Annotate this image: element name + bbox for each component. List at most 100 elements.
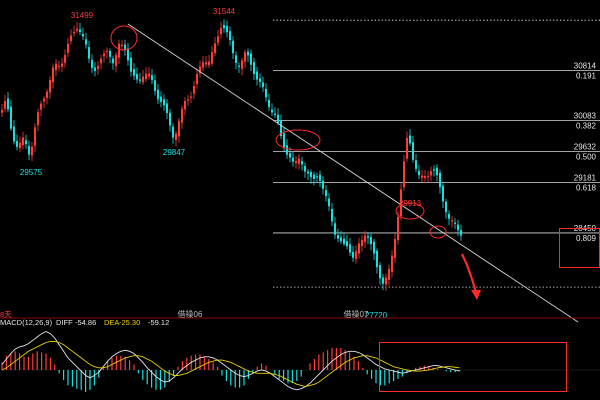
candle-body: [346, 241, 348, 247]
candle-body: [7, 98, 9, 110]
candle-body: [298, 158, 300, 164]
fib-ratio-label: 0.382: [576, 122, 597, 131]
candle-body: [301, 161, 303, 165]
candle-body: [145, 73, 147, 80]
peak-circle: [110, 25, 138, 51]
candle-body: [157, 89, 159, 100]
fib-ratio-label: 0.809: [576, 234, 597, 243]
candle-body: [244, 52, 246, 62]
candle-body: [121, 44, 123, 46]
candle-body: [235, 55, 237, 63]
candle-body: [355, 251, 357, 259]
candle-body: [208, 61, 210, 66]
candle-body: [31, 146, 33, 156]
low-price-label: 29575: [20, 168, 43, 177]
candle-body: [142, 76, 144, 83]
candle-body: [391, 255, 393, 272]
annotations: [110, 25, 481, 300]
candle-body: [76, 28, 78, 31]
candle-body: [241, 60, 243, 69]
breakdown-circle: [275, 129, 321, 151]
candle-body: [112, 58, 114, 64]
candle-body: [319, 174, 321, 181]
candle-body: [82, 33, 84, 37]
candle-body: [97, 65, 99, 70]
candle-body: [412, 142, 414, 160]
candle-body: [175, 133, 177, 140]
candle-body: [454, 222, 456, 224]
fib-ratio-label: 0.191: [576, 71, 597, 80]
candle-body: [19, 142, 21, 149]
candle-body: [139, 79, 141, 81]
candle-body: [94, 67, 96, 71]
candle-body: [37, 112, 39, 126]
candle-body: [109, 50, 111, 57]
date-marker-label: 借操07: [344, 309, 369, 319]
candle-body: [376, 250, 378, 268]
candle-body: [325, 190, 327, 197]
candle-body: [25, 140, 27, 144]
candle-body: [190, 96, 192, 98]
candle-body: [442, 185, 444, 202]
candle-body: [430, 171, 432, 176]
fib-price-label: 30814: [574, 61, 597, 70]
candle-body: [118, 43, 120, 58]
candle-body: [382, 277, 384, 284]
candle-body: [316, 176, 318, 178]
candle-body: [79, 29, 81, 32]
candle-body: [28, 145, 30, 155]
candle-body: [292, 157, 294, 162]
candlesticks: [1, 19, 462, 291]
candle-body: [229, 31, 231, 41]
candle-body: [424, 175, 426, 179]
candle-body: [52, 67, 54, 83]
candle-body: [136, 73, 138, 80]
candle-body: [334, 223, 336, 235]
candle-body: [460, 230, 462, 236]
dea-value: -25.30: [119, 318, 141, 327]
candle-body: [115, 55, 117, 66]
candle-body: [106, 50, 108, 53]
candle-body: [184, 101, 186, 110]
candle-body: [196, 74, 198, 84]
candle-body: [322, 180, 324, 189]
candle-body: [151, 75, 153, 81]
candle-body: [160, 96, 162, 102]
fib-label-box: [559, 228, 600, 268]
candle-body: [256, 71, 258, 80]
candle-body: [421, 175, 423, 178]
period-tag: 8天: [0, 310, 12, 319]
candle-body: [10, 106, 12, 129]
candle-body: [358, 243, 360, 254]
fib-price-label: 29632: [574, 143, 597, 152]
candle-body: [394, 239, 396, 258]
candle-body: [22, 137, 24, 146]
candle-body: [328, 198, 330, 207]
candle-body: [331, 208, 333, 222]
candle-body: [427, 175, 429, 178]
candle-body: [409, 135, 411, 144]
diff-value: -54.86: [75, 318, 97, 327]
downtrend-line: [127, 23, 579, 323]
candle-body: [55, 63, 57, 71]
candle-body: [226, 25, 228, 33]
candle-body: [403, 161, 405, 188]
candle-body: [439, 172, 441, 188]
candle-body: [232, 40, 234, 54]
candle-body: [373, 241, 375, 254]
candle-body: [418, 170, 420, 176]
candle-body: [451, 220, 453, 222]
candle-body: [286, 145, 288, 155]
candle-body: [166, 103, 168, 114]
candle-body: [154, 80, 156, 92]
candle-body: [259, 78, 261, 82]
candle-body: [193, 85, 195, 94]
candle-body: [1, 110, 3, 113]
candle-body: [88, 47, 90, 59]
candle-body: [370, 236, 372, 245]
high-price-label: 31499: [71, 11, 94, 20]
candle-body: [250, 53, 252, 65]
candle-body: [457, 224, 459, 231]
